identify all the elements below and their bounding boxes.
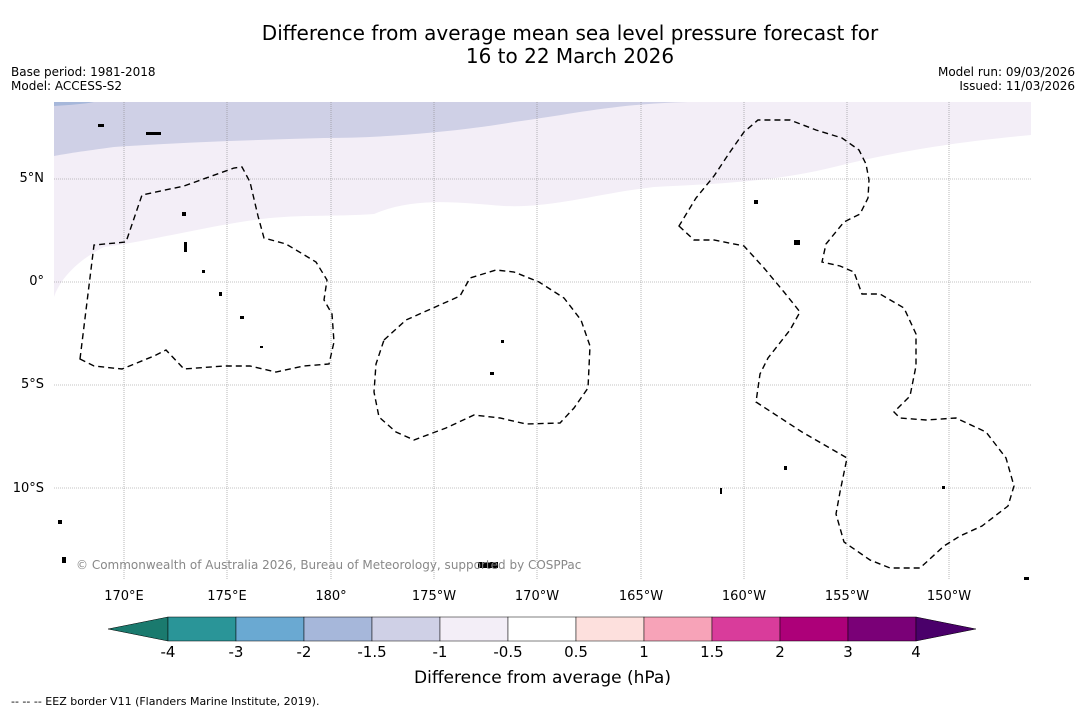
lat-label-5s: 5°S bbox=[20, 377, 44, 392]
title-line-2: 16 to 22 March 2026 bbox=[465, 44, 675, 68]
map-area bbox=[54, 102, 1031, 580]
colorbar-extend-high bbox=[915, 616, 977, 642]
colorbar-tick: 3 bbox=[843, 643, 853, 661]
lon-label-175e: 175°E bbox=[207, 589, 247, 604]
island-dots bbox=[58, 124, 1029, 580]
title-line-1: Difference from average mean sea level p… bbox=[261, 21, 879, 45]
colorbar-tick: 4 bbox=[911, 643, 921, 661]
colorbar-tick: 1 bbox=[639, 643, 649, 661]
colorbar-segment-7 bbox=[643, 616, 713, 642]
colorbar-extend-low bbox=[108, 616, 169, 642]
anomaly-field-minus-1 bbox=[54, 102, 1031, 297]
colorbar-tick: -3 bbox=[228, 643, 244, 661]
base-period: Base period: 1981-2018 bbox=[11, 65, 156, 79]
eez-legend-note: -- -- -- EEZ border V11 (Flanders Marine… bbox=[11, 695, 320, 708]
chart-title: Difference from average mean sea level p… bbox=[0, 22, 1085, 68]
lon-label-170w: 170°W bbox=[514, 589, 560, 604]
issued-date: Issued: 11/03/2026 bbox=[959, 79, 1075, 93]
colorbar-segment-5 bbox=[507, 616, 577, 642]
lon-label-150w: 150°W bbox=[926, 589, 972, 604]
colorbar-segment-2 bbox=[303, 616, 373, 642]
lon-label-165w: 165°W bbox=[618, 589, 664, 604]
colorbar-tick: 2 bbox=[775, 643, 785, 661]
model-run: Model run: 09/03/2026 bbox=[937, 65, 1075, 79]
colorbar-segment-10 bbox=[847, 616, 917, 642]
eez-kiribati-line bbox=[678, 119, 1015, 569]
colorbar-segment-8 bbox=[711, 616, 781, 642]
colorbar-segment-4 bbox=[439, 616, 509, 642]
eez-kiribati-gilbert bbox=[79, 166, 335, 373]
colorbar-tick: -2 bbox=[296, 643, 312, 661]
eez-kiribati-phoenix bbox=[373, 269, 591, 441]
colorbar-segment-1 bbox=[235, 616, 305, 642]
colorbar-tick: 1.5 bbox=[700, 643, 724, 661]
meta-right: Model run: 09/03/2026 Issued: 11/03/2026 bbox=[938, 65, 1075, 93]
lon-label-155w: 155°W bbox=[824, 589, 870, 604]
lon-label-170e: 170°E bbox=[104, 589, 144, 604]
colorbar-segment-3 bbox=[371, 616, 441, 642]
lat-label-5n: 5°N bbox=[19, 171, 45, 186]
colorbar-tick: 0.5 bbox=[564, 643, 588, 661]
meta-left: Base period: 1981-2018 Model: ACCESS-S2 bbox=[11, 65, 156, 93]
colorbar-segment-6 bbox=[575, 616, 645, 642]
lon-label-180: 180° bbox=[315, 589, 347, 604]
anomaly-field-minus-2 bbox=[54, 102, 94, 106]
colorbar-tick: -1 bbox=[432, 643, 448, 661]
eez-borders bbox=[79, 119, 1015, 569]
colorbar-tick: -0.5 bbox=[493, 643, 523, 661]
anomaly-field-minus-1-5 bbox=[54, 102, 688, 156]
colorbar-tick: -1.5 bbox=[357, 643, 387, 661]
lon-label-175w: 175°W bbox=[411, 589, 457, 604]
lat-label-10s: 10°S bbox=[12, 481, 44, 496]
colorbar bbox=[108, 616, 977, 642]
lat-label-0: 0° bbox=[29, 274, 44, 289]
colorbar-tick: -4 bbox=[160, 643, 176, 661]
copyright-notice: © Commonwealth of Australia 2026, Bureau… bbox=[76, 558, 582, 572]
colorbar-label: Difference from average (hPa) bbox=[414, 668, 671, 688]
model-name: Model: ACCESS-S2 bbox=[11, 79, 123, 93]
gridlines bbox=[54, 102, 1031, 580]
lon-label-160w: 160°W bbox=[721, 589, 767, 604]
colorbar-segment-0 bbox=[167, 616, 237, 642]
map-svg bbox=[54, 102, 1031, 580]
colorbar-segment-9 bbox=[779, 616, 849, 642]
